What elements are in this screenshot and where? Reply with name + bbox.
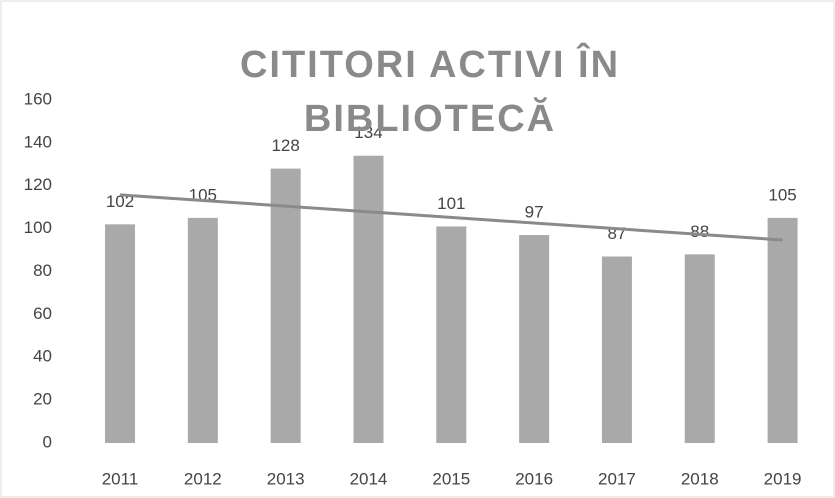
- data-label: 128: [271, 136, 299, 155]
- data-label: 134: [354, 123, 382, 142]
- bar: [519, 235, 550, 443]
- y-tick-label: 120: [24, 175, 52, 194]
- x-tick-label: 2011: [102, 469, 139, 488]
- bar: [270, 168, 301, 443]
- x-tick-label: 2017: [598, 469, 636, 488]
- y-tick-label: 80: [33, 261, 52, 280]
- y-tick-label: 160: [24, 89, 52, 108]
- x-tick-label: 2013: [267, 469, 305, 488]
- data-label: 97: [525, 203, 544, 222]
- x-tick-label: 2015: [432, 469, 470, 488]
- y-tick-label: 20: [33, 390, 52, 409]
- bar: [105, 224, 136, 443]
- y-tick-label: 40: [33, 347, 52, 366]
- x-tick-label: 2016: [515, 469, 553, 488]
- x-tick-label: 2012: [184, 469, 222, 488]
- x-tick-label: 2018: [681, 469, 719, 488]
- data-label: 101: [437, 194, 465, 213]
- x-tick-label: 2019: [764, 469, 802, 488]
- y-tick-label: 0: [43, 432, 52, 451]
- bar: [436, 226, 467, 443]
- y-tick-label: 60: [33, 304, 52, 323]
- bar: [684, 254, 715, 443]
- y-tick-label: 140: [24, 132, 52, 151]
- data-label: 88: [690, 222, 709, 241]
- trend-line: [119, 193, 783, 242]
- bar: [353, 155, 384, 444]
- chart-title: CITITORI ACTIVI ÎN BIBLIOTECĂ: [239, 44, 621, 140]
- bar: [767, 217, 798, 443]
- y-tick-label: 100: [24, 218, 52, 237]
- data-label: 105: [768, 185, 796, 204]
- x-tick-label: 2014: [350, 469, 388, 488]
- bar: [601, 256, 632, 443]
- bar: [187, 217, 218, 443]
